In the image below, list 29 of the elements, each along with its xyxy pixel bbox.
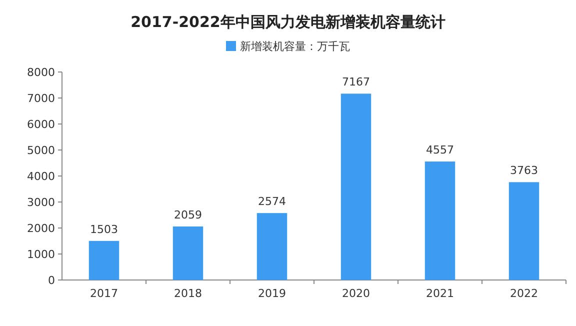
bar bbox=[340, 94, 372, 280]
legend-label: 新增装机容量：万千瓦 bbox=[240, 40, 350, 53]
data-label: 7167 bbox=[342, 76, 370, 89]
x-tick-label: 2020 bbox=[342, 287, 370, 300]
y-tick-label: 6000 bbox=[27, 118, 55, 131]
y-tick-label: 3000 bbox=[27, 196, 55, 209]
data-label: 3763 bbox=[510, 164, 538, 178]
bar bbox=[256, 213, 288, 280]
y-tick-label: 7000 bbox=[27, 92, 55, 105]
x-tick-label: 2018 bbox=[174, 287, 202, 300]
y-tick-label: 0 bbox=[48, 274, 55, 287]
bar bbox=[88, 240, 120, 280]
data-label: 4557 bbox=[426, 144, 454, 157]
data-label: 2574 bbox=[258, 195, 286, 208]
bar bbox=[508, 182, 540, 280]
bar bbox=[424, 162, 456, 280]
x-tick-label: 2019 bbox=[258, 287, 286, 300]
chart-title: 2017-2022年中国风力发电新增装机容量统计 bbox=[130, 13, 446, 31]
y-tick-label: 8000 bbox=[27, 66, 55, 79]
y-tick-label: 1000 bbox=[27, 248, 55, 261]
y-tick-label: 5000 bbox=[27, 144, 55, 157]
x-tick-label: 2022 bbox=[510, 287, 538, 300]
bar bbox=[172, 226, 204, 280]
data-label: 1503 bbox=[90, 222, 118, 236]
y-tick-label: 4000 bbox=[27, 170, 55, 183]
x-tick-label: 2021 bbox=[426, 287, 454, 300]
data-label: 2059 bbox=[174, 208, 202, 222]
y-tick-label: 2000 bbox=[27, 222, 55, 235]
x-tick-label: 2017 bbox=[90, 287, 118, 300]
